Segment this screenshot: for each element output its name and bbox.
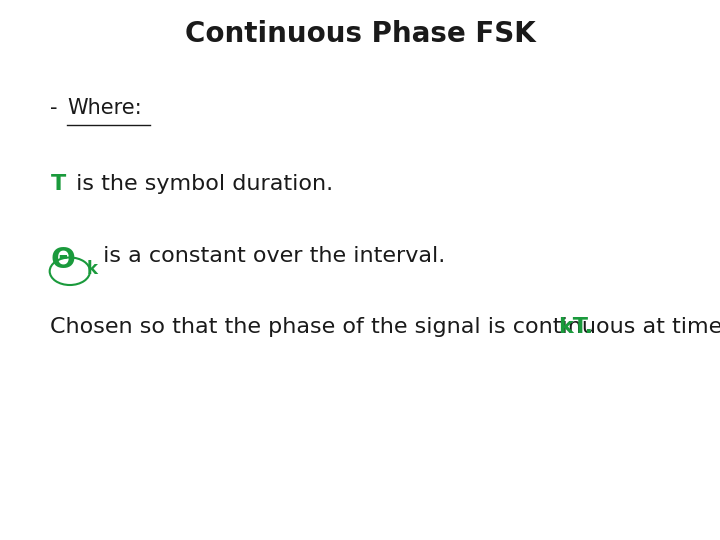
Text: is the symbol duration.: is the symbol duration. — [69, 174, 333, 194]
Text: Continuous Phase FSK: Continuous Phase FSK — [184, 19, 536, 48]
Text: Where:: Where: — [67, 98, 142, 118]
Text: k: k — [86, 260, 97, 279]
Text: 24: 24 — [675, 511, 695, 525]
Text: is a constant over the interval.: is a constant over the interval. — [96, 246, 445, 266]
Text: kT.: kT. — [558, 317, 593, 337]
Text: Θ: Θ — [50, 246, 76, 274]
Text: Chosen so that the phase of the signal is continuous at time: Chosen so that the phase of the signal i… — [50, 317, 720, 337]
Text: T: T — [50, 174, 66, 194]
Text: -: - — [50, 98, 65, 118]
